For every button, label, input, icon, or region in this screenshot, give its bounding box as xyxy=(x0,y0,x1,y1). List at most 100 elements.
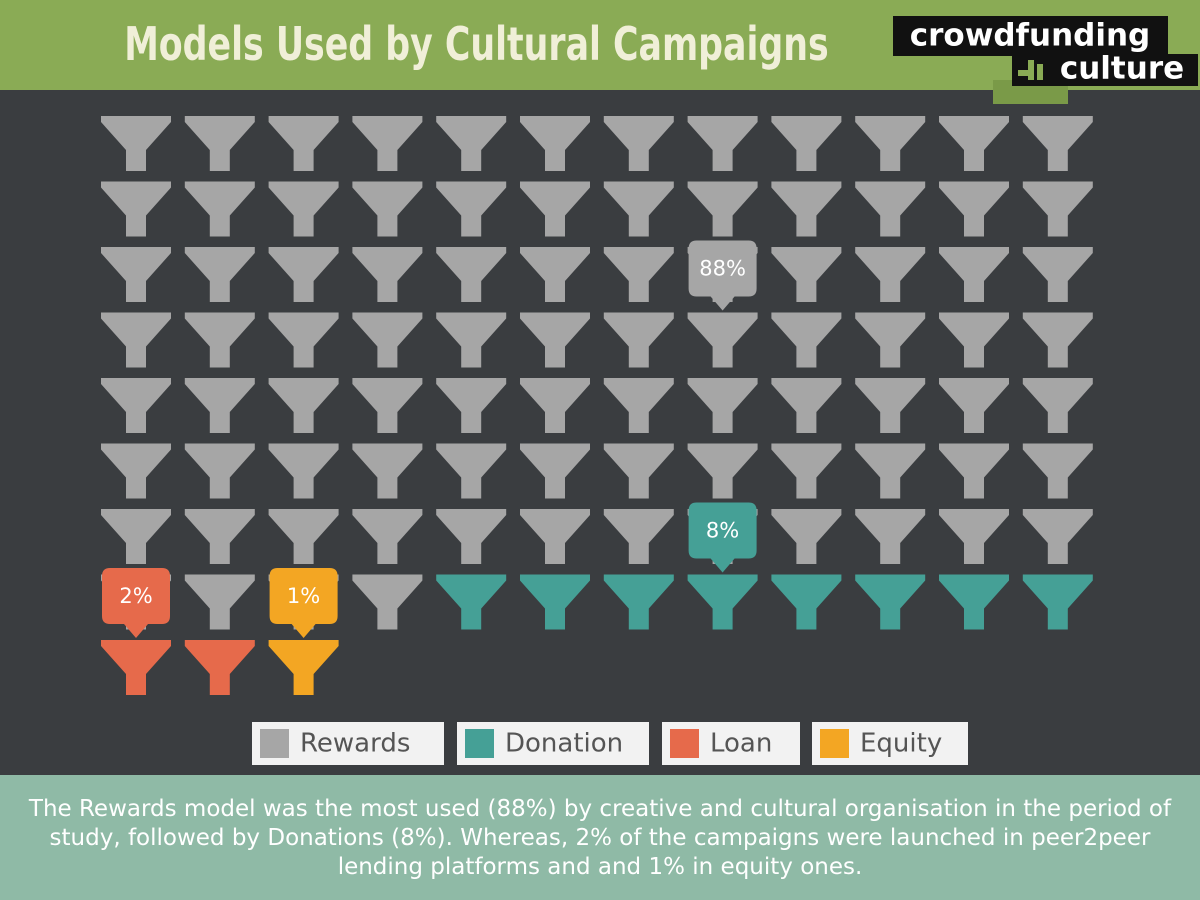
pictogram-icon xyxy=(101,181,171,237)
pictogram-icon xyxy=(687,116,758,171)
pictogram-icon xyxy=(101,640,171,695)
caption: The Rewards model was the most used (88%… xyxy=(0,775,1200,900)
pictogram-icon xyxy=(184,378,255,433)
pictogram-icon xyxy=(184,116,255,171)
pictogram-icon xyxy=(771,116,842,171)
pictogram-icon xyxy=(939,181,1009,237)
pictogram-icon xyxy=(603,312,674,368)
callout xyxy=(688,240,757,311)
pictogram-icon xyxy=(436,443,507,499)
pictogram-icon xyxy=(268,509,339,564)
pictogram-icon xyxy=(520,247,590,302)
pictogram-icon xyxy=(687,312,758,368)
pictogram-icon xyxy=(352,116,423,171)
pictogram-icon xyxy=(1022,378,1093,433)
pictogram-icon xyxy=(1022,443,1093,499)
callout xyxy=(688,502,757,573)
pictogram-icon xyxy=(855,443,926,499)
pictogram-icon xyxy=(352,378,423,433)
pictogram-icon xyxy=(603,181,674,237)
pictogram-icon xyxy=(603,247,674,302)
pictogram-icon xyxy=(771,443,842,499)
pictogram-icon xyxy=(520,181,590,237)
pictogram-icon xyxy=(855,509,926,564)
pictogram-icon xyxy=(436,509,507,564)
pictogram-icon xyxy=(1022,312,1093,368)
data-label: 2% xyxy=(119,584,152,608)
pictogram-icon xyxy=(268,181,339,237)
pictogram-icon xyxy=(268,443,339,499)
pictogram-icon xyxy=(352,509,423,564)
logo-icon xyxy=(1018,60,1043,80)
legend-label: Equity xyxy=(860,729,942,759)
pictogram-icon xyxy=(1022,116,1093,171)
pictogram-icon xyxy=(520,312,590,368)
pictogram-icon xyxy=(939,378,1009,433)
pictogram-icon xyxy=(939,509,1009,564)
legend-label: Donation xyxy=(505,729,623,759)
pictogram-icon xyxy=(352,247,423,302)
data-label: 1% xyxy=(287,584,320,608)
pictogram-icon xyxy=(352,443,423,499)
pictogram-icon xyxy=(939,312,1009,368)
pictogram-icon xyxy=(436,116,507,171)
pictogram-icon xyxy=(771,378,842,433)
pictogram-icon xyxy=(771,574,842,630)
pictogram-icon xyxy=(687,574,758,630)
pictogram-icon xyxy=(101,247,171,302)
pictogram-icon xyxy=(771,247,842,302)
pictogram-icon xyxy=(520,509,590,564)
pictogram-icon xyxy=(101,443,171,499)
pictogram-icon xyxy=(101,509,171,564)
pictogram-icon xyxy=(771,312,842,368)
pictogram-icon xyxy=(436,574,507,630)
pictogram-icon xyxy=(101,116,171,171)
pictogram-icon xyxy=(268,312,339,368)
pictogram-icon xyxy=(687,181,758,237)
pictogram-icon xyxy=(268,378,339,433)
logo-box xyxy=(893,16,1168,56)
pictogram-icon xyxy=(101,312,171,368)
pictogram-icon xyxy=(603,443,674,499)
pictogram-icon xyxy=(268,640,339,695)
pictogram-icon xyxy=(520,378,590,433)
pictogram-icon xyxy=(268,247,339,302)
pictogram-icon xyxy=(603,509,674,564)
pictogram-icon xyxy=(855,181,926,237)
pictogram-icon xyxy=(771,181,842,237)
pictogram-icon xyxy=(855,312,926,368)
pictogram-icon xyxy=(352,312,423,368)
pictogram-icon xyxy=(184,574,255,630)
pictogram-icon xyxy=(352,574,423,630)
pictogram-icon xyxy=(1022,509,1093,564)
pictogram-icon xyxy=(1022,181,1093,237)
pictogram-icon xyxy=(184,443,255,499)
pictogram-icon xyxy=(855,116,926,171)
pictogram-icon xyxy=(436,378,507,433)
pictogram-icon xyxy=(520,443,590,499)
legend-label: Rewards xyxy=(300,729,410,759)
pictogram-icon xyxy=(352,181,423,237)
pictogram-icon xyxy=(436,312,507,368)
pictogram-icon xyxy=(1022,247,1093,302)
pictogram-icon xyxy=(603,574,674,630)
legend-label: Loan xyxy=(710,729,772,759)
pictogram-icon xyxy=(687,378,758,433)
pictogram-icon xyxy=(436,181,507,237)
pictogram-icon xyxy=(939,443,1009,499)
pictogram-icon xyxy=(520,116,590,171)
pictogram-icon xyxy=(939,116,1009,171)
pictogram-icon xyxy=(855,247,926,302)
pictogram-icon xyxy=(939,247,1009,302)
pictogram-icon xyxy=(436,247,507,302)
logo-text: crowdfunding xyxy=(910,18,1151,54)
logo-text: culture xyxy=(1060,51,1184,87)
pictogram-icon xyxy=(184,181,255,237)
pictogram-icon xyxy=(184,640,255,695)
data-label: 88% xyxy=(699,257,746,281)
legend-swatch xyxy=(820,729,849,758)
data-label: 8% xyxy=(706,519,739,543)
pictogram-icon xyxy=(855,574,926,630)
